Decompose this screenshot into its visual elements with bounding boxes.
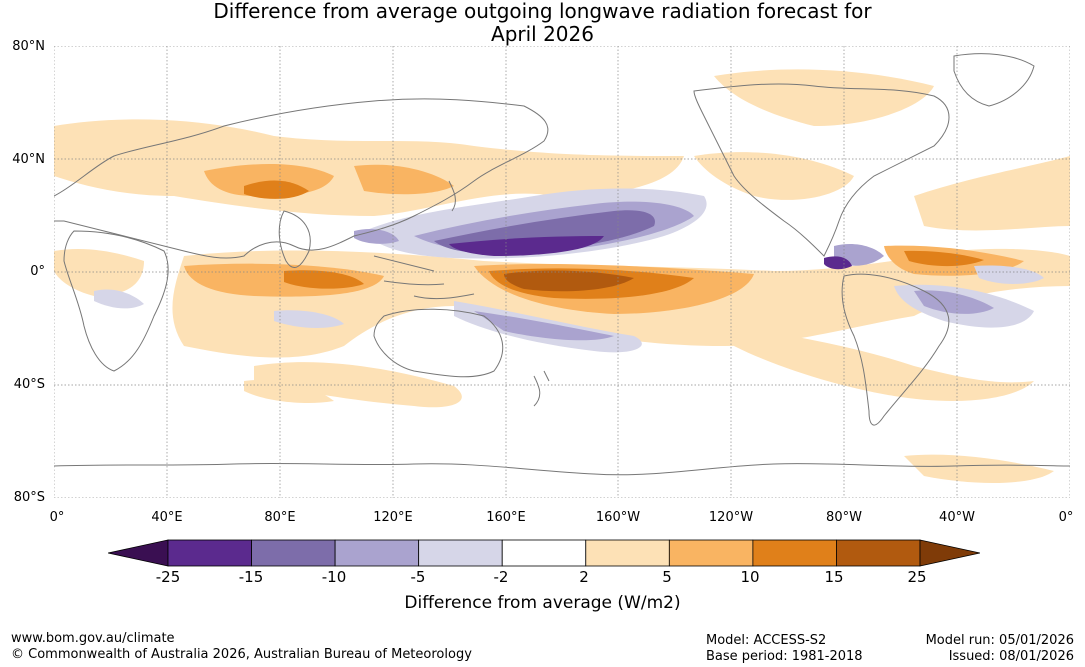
colorbar-segment (752, 539, 837, 567)
colorbar-tick-label: -25 (155, 568, 181, 586)
lon-label-80e: 80°E (264, 510, 296, 525)
lat-label-80n: 80°N (12, 39, 45, 54)
lon-label-160e: 160°E (486, 510, 526, 525)
footer-model-run: Model run: 05/01/2026 (925, 633, 1074, 648)
lon-label-0-left: 0° (49, 510, 65, 525)
colorbar-tick-label: 25 (907, 568, 927, 586)
colorbar-tick-label: -10 (321, 568, 347, 586)
lon-label-120e: 120°E (373, 510, 413, 525)
lat-label-0: 0° (30, 264, 45, 279)
colorbar-segment (585, 539, 670, 567)
colorbar (108, 539, 980, 567)
footer-base-period: Base period: 1981-2018 (706, 649, 863, 664)
lon-label-0-right: 0° (1058, 510, 1074, 525)
colorbar-extend-low (108, 539, 169, 567)
colorbar-segment (251, 539, 336, 567)
colorbar-tick-label: -5 (410, 568, 426, 586)
colorbar-segment (836, 539, 921, 567)
lon-label-160w: 160°W (595, 510, 641, 525)
anomaly-shading (54, 69, 1070, 483)
lat-label-40s: 40°S (13, 377, 45, 392)
colorbar-extend-high (919, 539, 980, 567)
lon-label-120w: 120°W (708, 510, 754, 525)
colorbar-segment (668, 539, 754, 567)
anomaly-map (54, 46, 1070, 498)
colorbar-tick-label: -15 (238, 568, 264, 586)
title-line-2: April 2026 (491, 22, 594, 46)
central-america-negative-anomaly (824, 256, 852, 270)
colorbar-tick-label: 2 (579, 568, 589, 586)
colorbar-label: Difference from average (W/m2) (404, 593, 681, 613)
colorbar-segment (418, 539, 503, 567)
gridlines (54, 46, 1070, 498)
colorbar-tick-label: 10 (740, 568, 760, 586)
coastlines (54, 53, 1070, 476)
lon-label-40w: 40°W (939, 510, 975, 525)
lon-label-80w: 80°W (826, 510, 862, 525)
colorbar-segment (334, 539, 420, 567)
chart-title: Difference from average outgoing longwav… (0, 0, 1085, 46)
colorbar-segment (501, 539, 587, 567)
colorbar-segment (167, 539, 252, 567)
lon-label-40e: 40°E (151, 510, 183, 525)
footer-website: www.bom.gov.au/climate (11, 631, 175, 646)
footer-issued: Issued: 08/01/2026 (948, 649, 1074, 664)
central-pacific-core (504, 270, 634, 292)
lat-label-40n: 40°N (12, 152, 45, 167)
lat-label-80s: 80°S (13, 490, 45, 505)
colorbar-tick-label: 5 (662, 568, 672, 586)
footer-model: Model: ACCESS-S2 (706, 633, 827, 648)
colorbar-tick-label: 15 (824, 568, 844, 586)
title-line-1: Difference from average outgoing longwav… (213, 0, 872, 23)
colorbar-tick-label: -2 (493, 568, 509, 586)
footer-copyright: © Commonwealth of Australia 2026, Austra… (11, 647, 472, 662)
